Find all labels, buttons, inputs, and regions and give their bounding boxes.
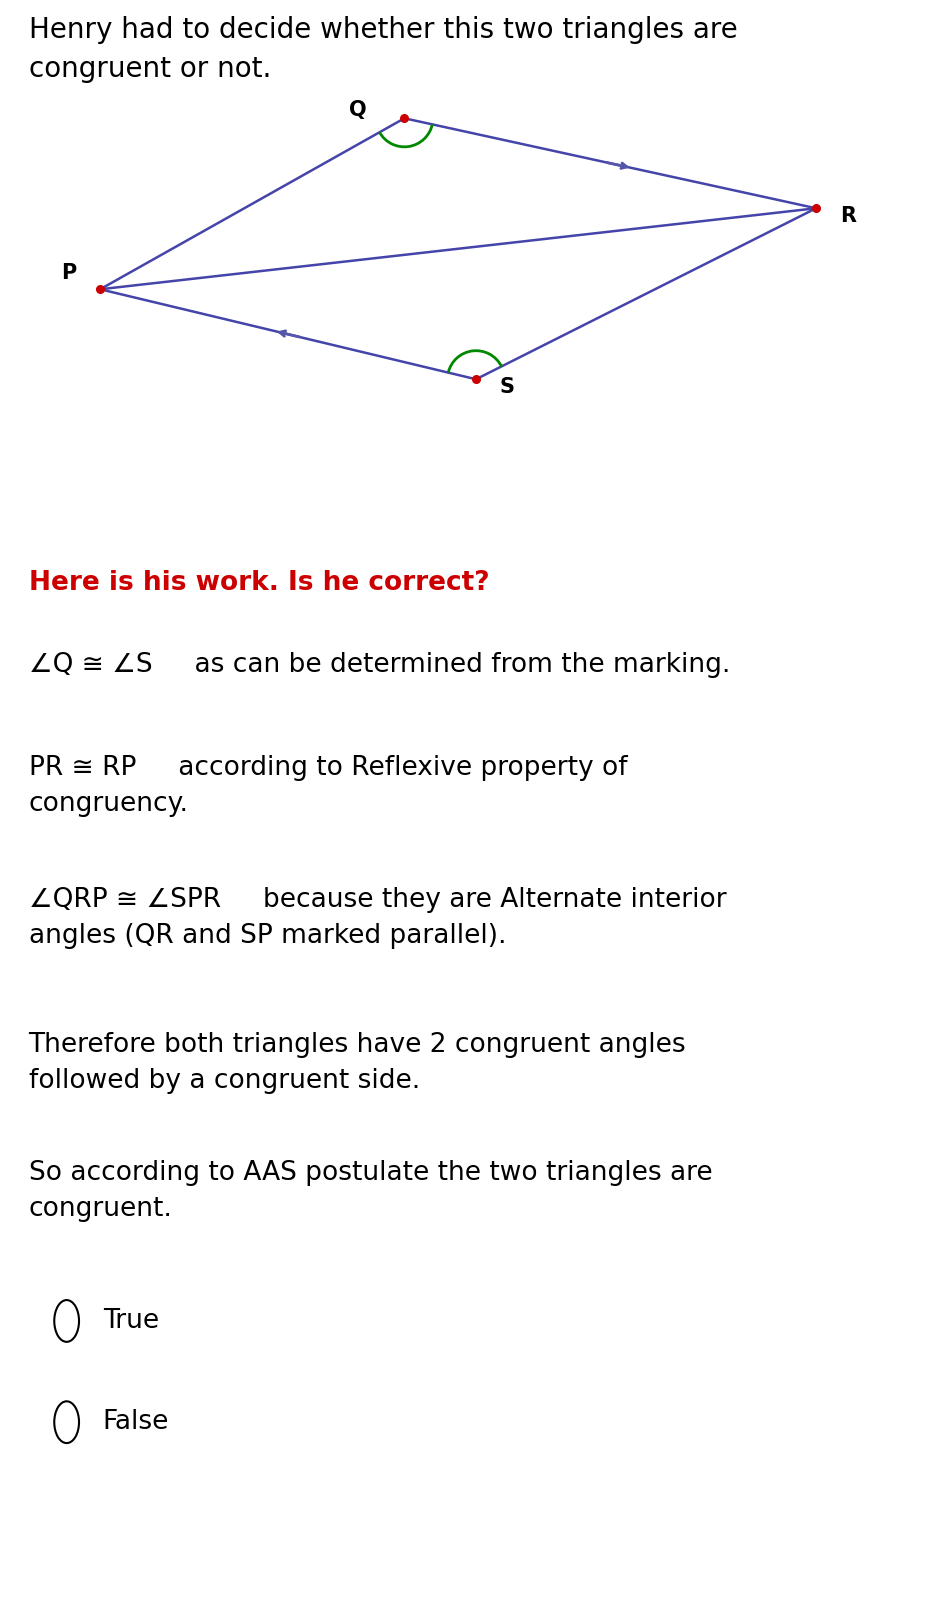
- Text: Q: Q: [348, 100, 367, 121]
- Text: Henry had to decide whether this two triangles are
congruent or not.: Henry had to decide whether this two tri…: [29, 16, 737, 84]
- Text: Here is his work. Is he correct?: Here is his work. Is he correct?: [29, 570, 489, 596]
- Text: P: P: [61, 264, 76, 283]
- Text: R: R: [840, 206, 856, 227]
- Text: S: S: [500, 378, 515, 397]
- Text: Therefore both triangles have 2 congruent angles
followed by a congruent side.: Therefore both triangles have 2 congruen…: [29, 1032, 686, 1094]
- Text: False: False: [103, 1409, 169, 1435]
- Text: True: True: [103, 1308, 159, 1334]
- Text: So according to AAS postulate the two triangles are
congruent.: So according to AAS postulate the two tr…: [29, 1160, 712, 1223]
- Text: ∠Q ≅ ∠S     as can be determined from the marking.: ∠Q ≅ ∠S as can be determined from the ma…: [29, 652, 730, 678]
- Text: PR ≅ RP     according to Reflexive property of
congruency.: PR ≅ RP according to Reflexive property …: [29, 755, 627, 818]
- Text: ∠QRP ≅ ∠SPR     because they are Alternate interior
angles (QR and SP marked par: ∠QRP ≅ ∠SPR because they are Alternate i…: [29, 887, 726, 950]
